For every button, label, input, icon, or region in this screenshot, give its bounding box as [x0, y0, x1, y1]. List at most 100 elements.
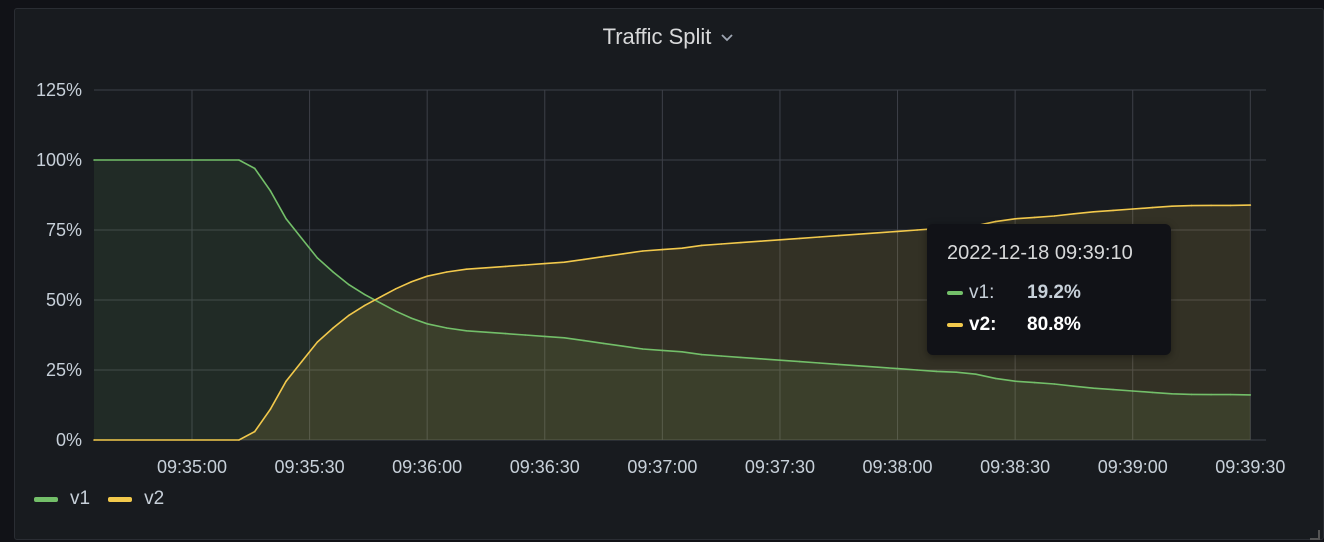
- tooltip-row-v1: v1: 19.2%: [947, 277, 1151, 309]
- data-point-v1: [642, 348, 644, 350]
- data-point-v2: [446, 271, 448, 273]
- y-tick-label: 0%: [56, 430, 82, 450]
- tooltip-row-v2: v2: 80.8%: [947, 309, 1151, 341]
- legend-item-v1[interactable]: v1: [34, 488, 90, 510]
- tooltip-swatch-v2: [947, 323, 963, 327]
- data-point-v1: [285, 218, 287, 220]
- x-tick-label: 09:39:00: [1098, 457, 1168, 477]
- data-point-v1: [857, 365, 860, 367]
- data-point-v2: [1190, 204, 1193, 207]
- data-point-v1: [877, 366, 879, 369]
- resize-handle[interactable]: [1310, 530, 1320, 540]
- tooltip-name-v1: v1:: [969, 282, 995, 303]
- data-point-v2: [316, 341, 319, 343]
- data-point-v1: [1210, 393, 1212, 396]
- legend-swatch-v1: [34, 496, 58, 502]
- x-tick-label: 09:39:30: [1215, 457, 1285, 477]
- x-tick-label: 09:36:00: [392, 457, 462, 477]
- x-tick-label: 09:36:30: [510, 457, 580, 477]
- data-point-v2: [300, 360, 303, 363]
- data-point-v1: [395, 310, 397, 313]
- data-point-v2: [504, 265, 507, 268]
- data-point-v1: [1033, 381, 1036, 384]
- data-point-v1: [426, 323, 429, 325]
- data-point-v2: [1112, 209, 1114, 212]
- data-point-v2: [740, 241, 742, 244]
- data-point-v2: [1073, 213, 1075, 215]
- panel-header[interactable]: Traffic Split: [15, 23, 1323, 51]
- data-point-v2: [269, 408, 272, 411]
- series-area-v1: [94, 160, 1251, 440]
- tooltip: 2022-12-18 09:39:10 v1: 19.2% v2: 80.8%: [927, 224, 1171, 355]
- data-point-v1: [837, 363, 840, 366]
- series-lines: [93, 159, 1252, 441]
- data-point-v1: [300, 237, 303, 240]
- data-point-v2: [363, 304, 366, 307]
- data-point-v1: [779, 359, 781, 362]
- data-point-v2: [1131, 208, 1134, 210]
- data-point-v1: [1229, 393, 1232, 396]
- tooltip-value-v2: 80.8%: [1027, 314, 1081, 335]
- data-point-v1: [975, 373, 977, 376]
- data-point-v1: [504, 332, 507, 335]
- tooltip-name-v2: v2:: [969, 314, 997, 335]
- data-point-v2: [253, 430, 256, 433]
- y-axis: 0% 25% 50% 75% 100% 125%: [36, 80, 82, 450]
- data-point-v1: [348, 283, 350, 286]
- data-point-v2: [837, 234, 840, 237]
- data-point-v2: [1014, 218, 1016, 220]
- data-point-v1: [955, 371, 958, 374]
- data-point-v2: [622, 253, 624, 255]
- data-point-v2: [818, 236, 820, 238]
- data-point-v1: [583, 339, 585, 342]
- data-point-v2: [1053, 215, 1056, 217]
- data-point-v2: [583, 258, 585, 261]
- data-point-v2: [896, 230, 899, 233]
- data-point-v2: [661, 248, 664, 251]
- data-point-v2: [994, 220, 997, 223]
- data-point-v1: [681, 351, 683, 353]
- data-point-v1: [1014, 380, 1016, 383]
- data-point-v1: [740, 356, 742, 359]
- data-point-v2: [426, 275, 429, 278]
- y-tick-label: 25%: [46, 360, 82, 380]
- data-point-v2: [700, 244, 703, 247]
- x-tick-label: 09:37:00: [627, 457, 697, 477]
- data-point-v2: [1171, 205, 1173, 207]
- x-tick-label: 09:35:00: [157, 457, 227, 477]
- data-point-v2: [485, 267, 487, 269]
- tooltip-swatch-v1: [947, 291, 963, 295]
- y-tick-label: 75%: [46, 220, 82, 240]
- series-line-v1: [94, 159, 1251, 396]
- data-point-v2: [779, 239, 781, 241]
- chevron-down-icon[interactable]: [719, 29, 735, 45]
- data-point-v1: [1053, 383, 1056, 385]
- data-point-v2: [681, 247, 683, 249]
- x-tick-label: 09:38:00: [863, 457, 933, 477]
- data-point-v2: [857, 233, 860, 235]
- data-point-v1: [465, 330, 468, 332]
- data-point-v1: [1171, 393, 1173, 395]
- data-point-v1: [818, 362, 820, 364]
- data-point-v1: [253, 167, 256, 170]
- data-point-v1: [1151, 391, 1154, 394]
- x-tick-label: 09:37:30: [745, 457, 815, 477]
- data-point-v1: [1112, 388, 1114, 391]
- data-point-v1: [238, 159, 240, 161]
- data-point-v2: [332, 327, 334, 329]
- legend: v1 v2: [34, 488, 164, 510]
- data-point-v2: [395, 288, 397, 290]
- data-point-v2: [379, 296, 381, 299]
- legend-item-v2[interactable]: v2: [108, 488, 164, 510]
- data-point-v2: [1092, 211, 1095, 213]
- data-point-v1: [485, 331, 487, 334]
- data-point-v2: [798, 237, 801, 240]
- data-point-v1: [916, 369, 918, 371]
- data-point-v2: [285, 380, 287, 383]
- data-point-v1: [1190, 393, 1193, 396]
- data-point-v1: [1249, 394, 1252, 396]
- data-point-v2: [877, 232, 879, 234]
- data-point-v1: [316, 257, 319, 259]
- y-tick-label: 50%: [46, 290, 82, 310]
- x-tick-label: 09:38:30: [980, 457, 1050, 477]
